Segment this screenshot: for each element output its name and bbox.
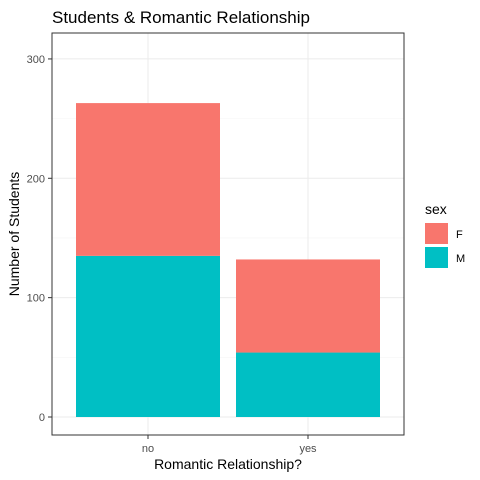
- panel-border: [51, 32, 405, 436]
- legend-label-m: M: [456, 253, 465, 265]
- y-tick-label: 300: [27, 54, 45, 66]
- legend-key-f: [425, 223, 448, 244]
- x-tick-label: yes: [299, 443, 317, 455]
- x-axis-title: Romantic Relationship?: [154, 456, 302, 472]
- legend-title: sex: [425, 201, 447, 217]
- x-axis: no yes: [142, 435, 317, 455]
- legend-label-f: F: [456, 229, 463, 241]
- bar-yes-m: [236, 352, 380, 417]
- x-tick-label: no: [142, 443, 154, 455]
- bars-layer: [76, 103, 380, 417]
- y-axis-title: Number of Students: [6, 172, 22, 297]
- legend: sex FM: [425, 201, 465, 268]
- bar-yes-f: [236, 259, 380, 353]
- plot-panel: [51, 32, 405, 436]
- bar-no-m: [76, 255, 220, 417]
- y-tick-label: 200: [27, 173, 45, 185]
- y-tick-label: 0: [39, 412, 45, 424]
- y-axis: 0 100 200 300: [27, 54, 52, 424]
- chart-title: Students & Romantic Relationship: [52, 8, 310, 27]
- bar-no-f: [76, 103, 220, 256]
- legend-key-m: [425, 247, 448, 268]
- y-tick-label: 100: [27, 293, 45, 305]
